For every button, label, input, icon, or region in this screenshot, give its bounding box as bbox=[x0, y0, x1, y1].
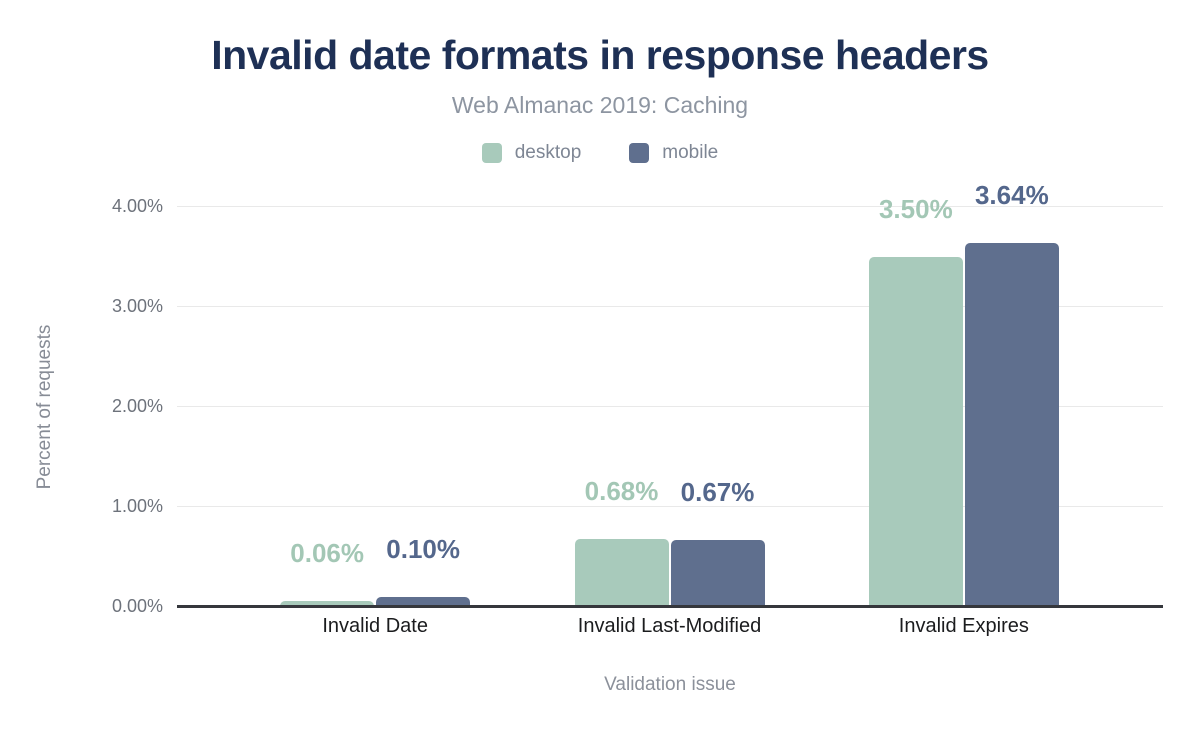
bar-group: 0.06% 0.10% bbox=[280, 207, 471, 607]
gridline bbox=[177, 206, 1163, 207]
bar-group: 0.68% 0.67% bbox=[574, 207, 765, 607]
chart-subtitle: Web Almanac 2019: Caching bbox=[451, 92, 749, 118]
bar-desktop[interactable] bbox=[574, 539, 669, 607]
bar-value-label-mobile: 0.67% bbox=[680, 477, 755, 507]
y-tick-label: 4.00% bbox=[111, 196, 163, 216]
bar-value-label-desktop: 0.68% bbox=[584, 476, 659, 506]
y-tick-label: 2.00% bbox=[111, 396, 163, 416]
bar-mobile[interactable] bbox=[376, 597, 471, 607]
y-tick-label: 1.00% bbox=[111, 496, 163, 516]
bar-group: 3.50% 3.64% bbox=[868, 180, 1059, 607]
x-category-label: Invalid Expires bbox=[898, 615, 1029, 637]
gridline bbox=[177, 506, 1163, 507]
bar-value-label-desktop: 3.50% bbox=[878, 194, 953, 224]
bar-value-label-mobile: 0.10% bbox=[386, 534, 461, 564]
chart-legend: desktop mobile bbox=[0, 142, 1200, 164]
x-category-label: Invalid Date bbox=[322, 615, 428, 637]
legend-item-desktop[interactable]: desktop bbox=[481, 142, 582, 164]
x-axis-title: Validation issue bbox=[604, 674, 736, 695]
gridline bbox=[177, 306, 1163, 307]
legend-swatch-mobile bbox=[629, 143, 650, 163]
bar-desktop[interactable] bbox=[280, 601, 375, 607]
bar-mobile[interactable] bbox=[964, 243, 1059, 607]
y-tick-label: 3.00% bbox=[111, 296, 163, 316]
legend-swatch-desktop bbox=[481, 143, 502, 163]
gridline bbox=[177, 406, 1163, 407]
chart-title: Invalid date formats in response headers bbox=[211, 32, 989, 78]
x-category-label: Invalid Last-Modified bbox=[577, 615, 762, 637]
bar-mobile[interactable] bbox=[670, 540, 765, 607]
y-tick-label: 0.00% bbox=[111, 596, 163, 616]
legend-label-mobile: mobile bbox=[662, 142, 719, 163]
bar-desktop[interactable] bbox=[868, 257, 963, 607]
plot-area: 0.06% 0.10% 0.68% 0.67% 3.50% 3.64% bbox=[177, 180, 1163, 608]
bar-value-label-desktop: 0.06% bbox=[290, 538, 365, 568]
x-axis-baseline bbox=[177, 605, 1163, 608]
legend-item-mobile[interactable]: mobile bbox=[629, 142, 718, 164]
legend-label-desktop: desktop bbox=[514, 142, 582, 163]
bar-value-label-mobile: 3.64% bbox=[974, 180, 1049, 210]
y-axis-ticks: 0.00% 1.00% 2.00% 3.00% 4.00% bbox=[0, 196, 163, 616]
